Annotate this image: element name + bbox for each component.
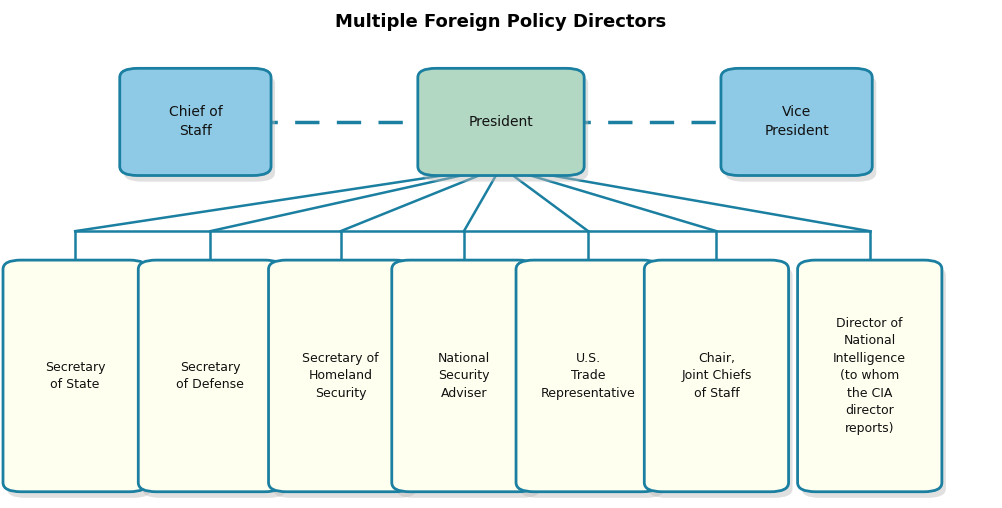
FancyBboxPatch shape: [138, 260, 283, 492]
Text: National
Security
Adviser: National Security Adviser: [438, 352, 490, 400]
FancyBboxPatch shape: [422, 75, 588, 182]
Text: U.S.
Trade
Representative: U.S. Trade Representative: [541, 352, 635, 400]
Text: Secretary of
Homeland
Security: Secretary of Homeland Security: [303, 352, 379, 400]
FancyBboxPatch shape: [7, 266, 151, 498]
FancyBboxPatch shape: [3, 260, 147, 492]
FancyBboxPatch shape: [269, 260, 413, 492]
Text: Multiple Foreign Policy Directors: Multiple Foreign Policy Directors: [336, 13, 666, 30]
FancyBboxPatch shape: [142, 266, 287, 498]
FancyBboxPatch shape: [798, 260, 942, 492]
FancyBboxPatch shape: [724, 75, 876, 182]
FancyBboxPatch shape: [516, 260, 660, 492]
Text: Chief of
Staff: Chief of Staff: [168, 106, 222, 138]
FancyBboxPatch shape: [418, 69, 584, 176]
FancyBboxPatch shape: [392, 260, 536, 492]
Text: Director of
National
Intelligence
(to whom
the CIA
director
reports): Director of National Intelligence (to wh…: [834, 317, 906, 435]
FancyBboxPatch shape: [644, 260, 789, 492]
FancyBboxPatch shape: [120, 69, 271, 176]
Text: Secretary
of State: Secretary of State: [45, 361, 105, 391]
Text: Vice
President: Vice President: [765, 106, 829, 138]
FancyBboxPatch shape: [648, 266, 793, 498]
FancyBboxPatch shape: [721, 69, 872, 176]
FancyBboxPatch shape: [273, 266, 417, 498]
FancyBboxPatch shape: [396, 266, 540, 498]
FancyBboxPatch shape: [124, 75, 275, 182]
Text: Secretary
of Defense: Secretary of Defense: [176, 361, 244, 391]
FancyBboxPatch shape: [520, 266, 664, 498]
Text: President: President: [469, 115, 533, 129]
FancyBboxPatch shape: [802, 266, 946, 498]
Text: Chair,
Joint Chiefs
of Staff: Chair, Joint Chiefs of Staff: [681, 352, 752, 400]
